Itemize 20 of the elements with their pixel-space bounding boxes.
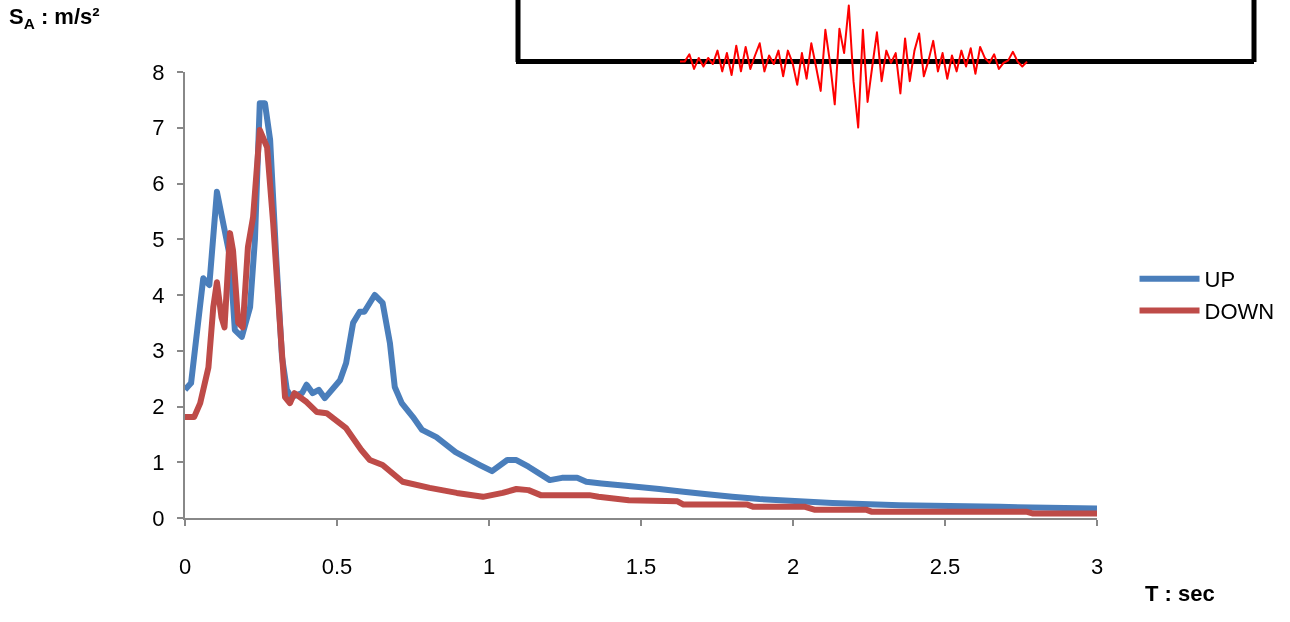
y-tick-label: 0 bbox=[152, 505, 165, 531]
x-tick-label: 3 bbox=[1090, 554, 1104, 580]
x-tick-label: 0.5 bbox=[321, 554, 353, 580]
y-tick-label: 6 bbox=[152, 171, 165, 197]
x-tick-label: 2 bbox=[786, 554, 800, 580]
x-axis-title: T : sec bbox=[1145, 581, 1215, 606]
x-tick-label: 1.5 bbox=[625, 554, 657, 580]
x-tick-label: 2.5 bbox=[929, 554, 961, 580]
x-tick-label: 0 bbox=[178, 554, 192, 580]
x-tick-label: 1 bbox=[482, 554, 496, 580]
y-tick-label: 3 bbox=[152, 338, 165, 364]
legend-label: UP bbox=[1204, 267, 1236, 293]
legend-label: DOWN bbox=[1204, 298, 1275, 324]
y-tick-label: 4 bbox=[152, 282, 165, 308]
y-tick-label: 7 bbox=[152, 115, 165, 141]
y-tick-label: 1 bbox=[152, 449, 165, 475]
y-tick-label: 8 bbox=[152, 59, 165, 85]
y-axis-title: S$_{A}$ : m/s² bbox=[9, 4, 100, 32]
y-tick-label: 5 bbox=[152, 226, 165, 252]
y-tick-label: 2 bbox=[152, 394, 165, 420]
